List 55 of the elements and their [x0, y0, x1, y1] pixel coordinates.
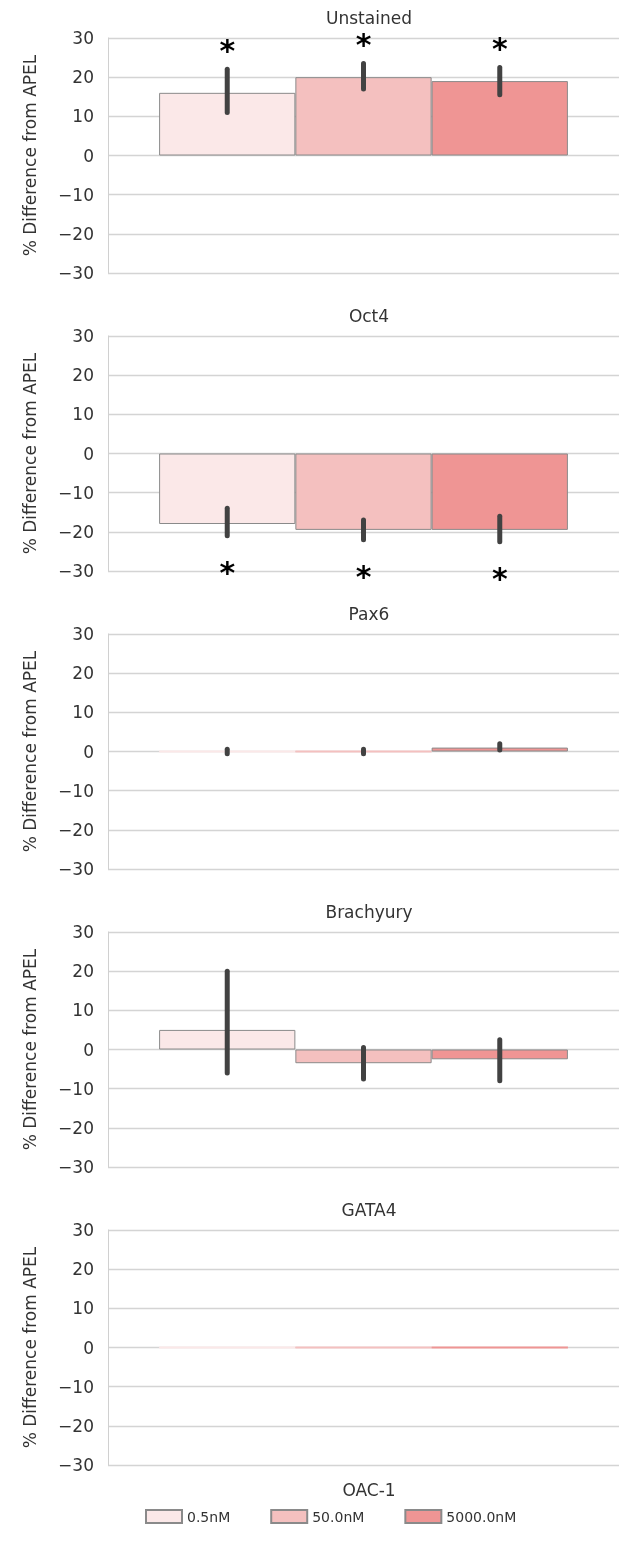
y-tick-label: −30	[58, 561, 94, 581]
y-tick-label: 30	[72, 28, 94, 48]
y-axis-title: % Difference from APEL	[19, 650, 40, 853]
y-tick-label: −30	[58, 263, 94, 283]
chart-title: Oct4	[348, 305, 390, 326]
y-tick-label: 30	[72, 1220, 94, 1240]
y-tick-label: 0	[83, 1039, 94, 1060]
y-tick-label: 0	[83, 145, 94, 166]
y-axis-title: % Difference from APEL	[19, 1246, 40, 1449]
y-tick-label: −10	[58, 1078, 94, 1099]
chart-title: GATA4	[341, 1199, 397, 1220]
y-tick-label: 10	[72, 1298, 94, 1319]
y-tick-label: 30	[72, 624, 94, 644]
y-tick-label: 20	[72, 663, 94, 684]
annotation: *	[491, 30, 508, 66]
y-tick-label: −10	[58, 184, 94, 205]
y-tick-label: −20	[58, 1117, 94, 1138]
legend-label: 0.5nM	[187, 1508, 231, 1525]
y-tick-label: 10	[72, 1000, 94, 1021]
annotation: *	[355, 26, 372, 62]
y-tick-label: −10	[58, 1376, 94, 1397]
chart-title: Unstained	[326, 7, 412, 28]
y-tick-label: −20	[58, 819, 94, 840]
y-tick-label: −20	[58, 1415, 94, 1436]
y-tick-label: −30	[58, 859, 94, 879]
y-tick-label: 0	[83, 1337, 94, 1358]
y-axis-title: % Difference from APEL	[19, 352, 40, 555]
y-axis-title: % Difference from APEL	[19, 54, 40, 257]
legend-title: OAC-1	[342, 1479, 396, 1500]
y-tick-label: 0	[83, 443, 94, 464]
y-tick-label: −10	[58, 780, 94, 801]
legend-label: 5000.0nM	[446, 1508, 517, 1525]
annotation: *	[355, 559, 372, 595]
annotation: *	[491, 561, 508, 597]
legend-label: 50.0nM	[312, 1508, 365, 1525]
y-tick-label: 20	[72, 1259, 94, 1280]
annotation: *	[219, 32, 236, 68]
y-tick-label: 0	[83, 741, 94, 762]
y-tick-label: 20	[72, 67, 94, 88]
chart-title: Brachyury	[325, 901, 413, 922]
y-tick-label: −10	[58, 482, 94, 503]
chart-title: Pax6	[348, 603, 390, 624]
y-tick-label: −30	[58, 1455, 94, 1475]
y-tick-label: −30	[58, 1157, 94, 1177]
y-axis-title: % Difference from APEL	[19, 948, 40, 1151]
y-tick-label: 20	[72, 365, 94, 386]
y-tick-label: −20	[58, 521, 94, 542]
annotation: *	[219, 555, 236, 591]
y-tick-label: 10	[72, 106, 94, 127]
y-tick-label: 10	[72, 702, 94, 723]
y-tick-label: −20	[58, 223, 94, 244]
y-tick-label: 10	[72, 404, 94, 425]
y-tick-label: 30	[72, 922, 94, 942]
y-tick-label: 30	[72, 326, 94, 346]
y-tick-label: 20	[72, 961, 94, 982]
